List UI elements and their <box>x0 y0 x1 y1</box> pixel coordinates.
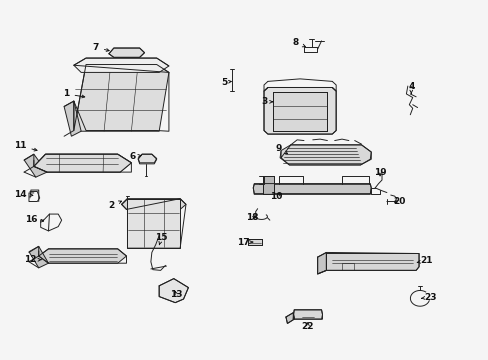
Polygon shape <box>74 58 168 72</box>
Polygon shape <box>280 145 370 165</box>
Text: 3: 3 <box>260 97 272 106</box>
Polygon shape <box>248 239 261 245</box>
Polygon shape <box>264 87 335 134</box>
Text: 9: 9 <box>275 144 287 154</box>
Polygon shape <box>253 184 370 194</box>
Text: 19: 19 <box>373 168 386 177</box>
Polygon shape <box>159 279 188 303</box>
Polygon shape <box>285 313 294 323</box>
Text: 6: 6 <box>129 152 141 161</box>
Text: 17: 17 <box>237 238 252 247</box>
Polygon shape <box>122 199 185 210</box>
Polygon shape <box>326 252 418 270</box>
Text: 1: 1 <box>63 89 84 98</box>
Polygon shape <box>64 101 81 136</box>
Text: 10: 10 <box>269 192 282 201</box>
Text: 8: 8 <box>292 38 305 47</box>
Text: 11: 11 <box>14 141 37 151</box>
Text: 18: 18 <box>245 213 258 222</box>
Text: 2: 2 <box>108 201 122 210</box>
Polygon shape <box>127 199 180 248</box>
Polygon shape <box>34 154 131 172</box>
Polygon shape <box>317 252 326 274</box>
Polygon shape <box>109 48 144 57</box>
Polygon shape <box>29 246 48 268</box>
Polygon shape <box>138 154 157 163</box>
Polygon shape <box>74 64 168 131</box>
Polygon shape <box>34 154 131 172</box>
Text: 22: 22 <box>301 322 313 331</box>
Polygon shape <box>272 92 327 131</box>
Text: 12: 12 <box>23 256 41 265</box>
Text: 21: 21 <box>416 256 432 265</box>
Polygon shape <box>39 249 126 263</box>
Text: 13: 13 <box>170 289 182 298</box>
Text: 5: 5 <box>221 78 231 87</box>
Text: 20: 20 <box>392 197 405 206</box>
Polygon shape <box>24 154 47 177</box>
Polygon shape <box>263 176 273 194</box>
Text: 23: 23 <box>421 293 436 302</box>
Polygon shape <box>293 310 322 319</box>
Text: 14: 14 <box>14 190 33 199</box>
Text: 7: 7 <box>92 43 109 52</box>
Text: 16: 16 <box>24 215 43 224</box>
Text: 15: 15 <box>155 233 167 245</box>
Text: 4: 4 <box>407 82 414 93</box>
